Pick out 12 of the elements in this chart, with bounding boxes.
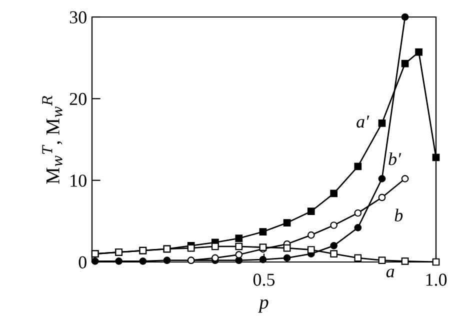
- y-axis-title: M$_{w}$$^{T}$, M$_{w}$$^{R}$: [42, 96, 62, 184]
- y-tick-label: 10: [70, 174, 86, 187]
- y-tick-label: 20: [70, 92, 86, 106]
- series-label: a′: [356, 116, 370, 128]
- x-tick-label: 1.0: [426, 274, 447, 286]
- y-tick-label: 0: [78, 256, 86, 268]
- x-axis-title: p: [258, 299, 268, 313]
- series-label: b′: [388, 152, 402, 166]
- series-label: a: [386, 268, 394, 278]
- x-tick-label: 0.5: [253, 274, 275, 286]
- series-label: b: [394, 208, 403, 222]
- y-tick-label: 30: [70, 11, 86, 24]
